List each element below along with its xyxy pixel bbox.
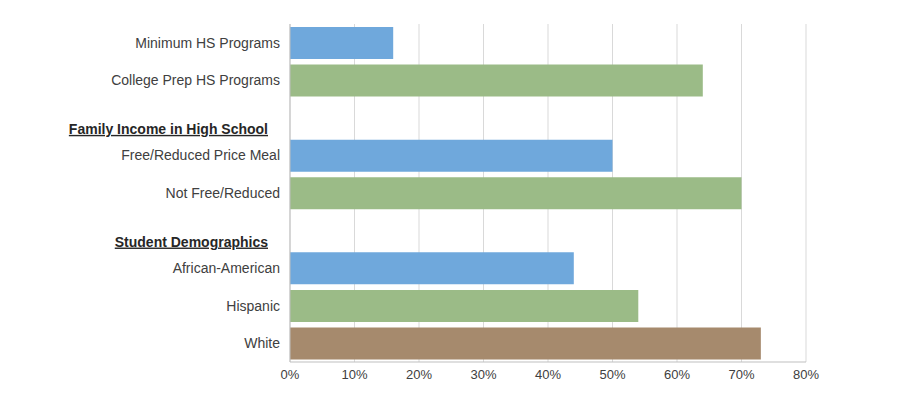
svg-text:20%: 20% xyxy=(406,367,432,382)
svg-text:African-American: African-American xyxy=(173,260,280,276)
svg-text:0%: 0% xyxy=(281,367,300,382)
svg-text:College Prep HS Programs: College Prep HS Programs xyxy=(111,72,280,88)
svg-text:Free/Reduced Price Meal: Free/Reduced Price Meal xyxy=(121,147,280,163)
svg-text:50%: 50% xyxy=(599,367,625,382)
svg-text:White: White xyxy=(244,335,280,351)
svg-text:Minimum HS Programs: Minimum HS Programs xyxy=(135,35,280,51)
svg-text:70%: 70% xyxy=(728,367,754,382)
svg-text:Not Free/Reduced: Not Free/Reduced xyxy=(166,185,280,201)
svg-text:Family Income in High School: Family Income in High School xyxy=(69,121,268,137)
svg-text:40%: 40% xyxy=(535,367,561,382)
svg-text:10%: 10% xyxy=(341,367,367,382)
svg-text:Hispanic: Hispanic xyxy=(226,298,280,314)
svg-text:80%: 80% xyxy=(793,367,819,382)
svg-text:60%: 60% xyxy=(664,367,690,382)
svg-text:Student Demographics: Student Demographics xyxy=(115,234,268,250)
svg-text:30%: 30% xyxy=(470,367,496,382)
